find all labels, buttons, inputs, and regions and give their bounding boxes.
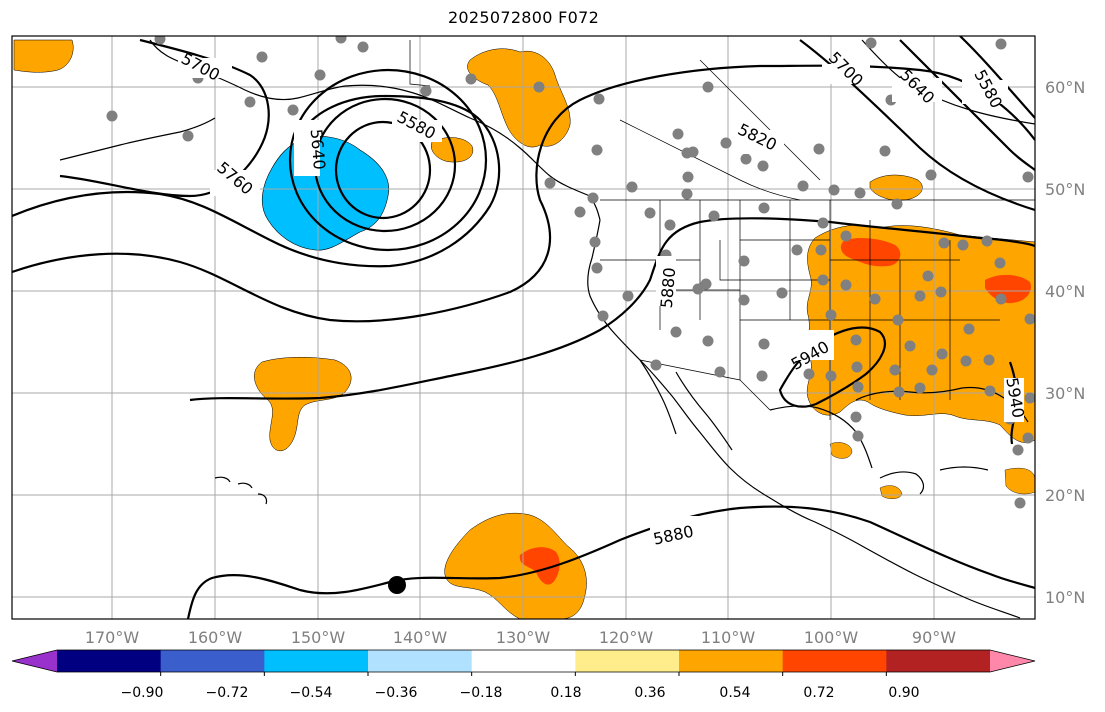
colorbar-tick: 0.90 xyxy=(888,685,919,701)
station-markers xyxy=(106,36,1035,509)
positive-anomaly-alaska xyxy=(467,48,571,148)
colorbar-tick: 0.72 xyxy=(803,685,834,701)
lon-label: 110°W xyxy=(701,628,756,647)
colorbar-tick: −0.36 xyxy=(375,685,418,701)
lon-label: 170°W xyxy=(85,628,140,647)
longitude-labels: 170°W 160°W 150°W 140°W 130°W 120°W 110°… xyxy=(85,628,956,647)
colorbar-segment xyxy=(782,650,887,672)
lat-label: 20°N xyxy=(1045,486,1085,505)
colorbar-tick: −0.90 xyxy=(121,685,164,701)
lat-label: 30°N xyxy=(1045,384,1085,403)
contour-label: 5880 xyxy=(657,267,679,309)
lon-label: 130°W xyxy=(496,628,551,647)
colorbar-tick: 0.54 xyxy=(719,685,750,701)
colorbar-segment xyxy=(368,650,473,672)
lat-label: 10°N xyxy=(1045,588,1085,607)
positive-anomaly-tropical xyxy=(444,512,587,619)
lon-label: 90°W xyxy=(912,628,956,647)
colorbar-tick: 0.18 xyxy=(550,685,581,701)
colorbar-tick: −0.54 xyxy=(290,685,333,701)
lat-label: 60°N xyxy=(1045,78,1085,97)
map-frame xyxy=(11,35,1036,620)
positive-anomaly-pacific xyxy=(254,356,352,451)
colorbar-extend-max xyxy=(990,650,1035,672)
negative-anomaly-region xyxy=(261,136,390,251)
colorbar-segment xyxy=(471,650,576,672)
borders xyxy=(409,40,1035,420)
colorbar-outline xyxy=(11,649,1036,673)
graticule xyxy=(12,36,1035,619)
colorbar-segment xyxy=(575,650,680,672)
colorbar-segment xyxy=(57,650,162,672)
lon-label: 160°W xyxy=(188,628,243,647)
colorbar-tick: −0.18 xyxy=(460,685,503,701)
colorbar xyxy=(11,649,1036,676)
lon-label: 120°W xyxy=(599,628,654,647)
colorbar-segment xyxy=(886,650,991,672)
lon-label: 140°W xyxy=(393,628,448,647)
latitude-labels: 60°N 50°N 40°N 30°N 20°N 10°N xyxy=(1045,78,1085,607)
colorbar-extend-min xyxy=(12,650,57,672)
colorbar-tick: −0.72 xyxy=(206,685,249,701)
colorbar-segment xyxy=(679,650,784,672)
lat-label: 40°N xyxy=(1045,282,1085,301)
colorbar-segment xyxy=(264,650,369,672)
lon-label: 100°W xyxy=(804,628,859,647)
colorbar-tick: 0.36 xyxy=(634,685,665,701)
colorbar-tick-labels: −0.90 −0.72 −0.54 −0.36 −0.18 0.18 0.36 … xyxy=(121,685,920,701)
map-title: 2025072800 F072 xyxy=(447,8,600,27)
storm-center-marker xyxy=(388,576,406,594)
lon-label: 150°W xyxy=(291,628,346,647)
lat-label: 50°N xyxy=(1045,180,1085,199)
contour-label: 5640 xyxy=(307,128,329,170)
colorbar-segment xyxy=(160,650,265,672)
